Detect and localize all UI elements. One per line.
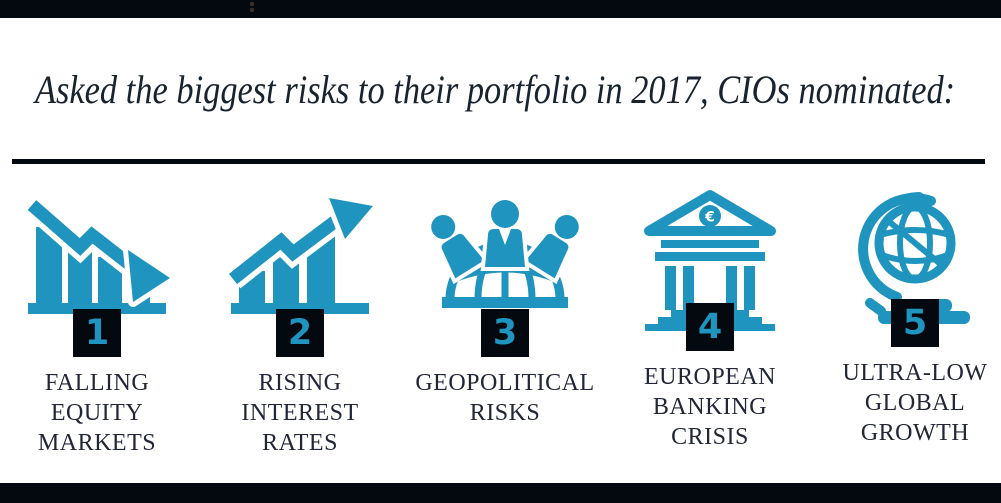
label-line: EUROPEAN	[643, 364, 776, 390]
rank-badge: 5	[891, 299, 939, 347]
page-title: Asked the biggest risks to their portfol…	[35, 67, 956, 112]
rank-number: 1	[84, 312, 110, 353]
divider-rule	[12, 159, 985, 164]
falling-bar-chart-icon: 1	[2, 195, 192, 357]
rising-bar-chart-icon: 2	[205, 195, 395, 357]
label-line: RISING	[258, 370, 342, 396]
rank-badge: 3	[481, 309, 529, 357]
risk-item-1: 1 FALLING EQUITY MARKETS	[2, 183, 192, 458]
label-line: CRISIS	[671, 424, 749, 450]
rank-number: 5	[902, 302, 928, 343]
bottom-frame-bar	[0, 483, 1001, 503]
label-line: INTEREST	[241, 400, 359, 426]
risk-item-label: GEOPOLITICAL RISKS	[410, 368, 600, 428]
top-bar-dots	[250, 2, 254, 6]
risk-item-label: FALLING EQUITY MARKETS	[2, 368, 192, 458]
label-line: RATES	[262, 430, 338, 456]
label-line: ULTRA-LOW	[842, 360, 988, 386]
rank-badge: 2	[276, 309, 324, 357]
label-line: GEOPOLITICAL	[415, 370, 595, 396]
rank-badge: 1	[73, 309, 121, 357]
risk-item-label: EUROPEAN BANKING CRISIS	[615, 362, 805, 452]
euro-symbol: €	[704, 210, 715, 226]
top-frame-bar	[0, 0, 1001, 18]
desk-globe-icon: 5	[820, 185, 1001, 347]
risk-item-label: ULTRA-LOW GLOBAL GROWTH	[820, 358, 1001, 448]
people-around-globe-icon: 3	[410, 195, 600, 357]
risk-item-label: RISING INTEREST RATES	[205, 368, 395, 458]
risk-items-row: 1 FALLING EQUITY MARKETS	[0, 183, 1001, 463]
label-line: EQUITY	[50, 400, 144, 426]
rank-number: 3	[492, 312, 518, 353]
label-line: GLOBAL	[864, 390, 966, 416]
risk-item-2: 2 RISING INTEREST RATES	[205, 183, 395, 458]
rank-badge: 4	[686, 303, 734, 351]
rank-number: 4	[697, 306, 723, 347]
label-line: BANKING	[652, 394, 768, 420]
rank-number: 2	[287, 312, 313, 353]
risk-item-4: € 4 EUROPEAN BANKING CRISIS	[615, 183, 805, 452]
label-line: MARKETS	[37, 430, 157, 456]
risk-item-5: 5 ULTRA-LOW GLOBAL GROWTH	[820, 183, 1001, 448]
label-line: GROWTH	[860, 420, 970, 446]
label-line: RISKS	[469, 400, 541, 426]
euro-bank-building-icon: € 4	[615, 189, 805, 351]
risk-item-3: 3 GEOPOLITICAL RISKS	[410, 183, 600, 428]
label-line: FALLING	[44, 370, 150, 396]
